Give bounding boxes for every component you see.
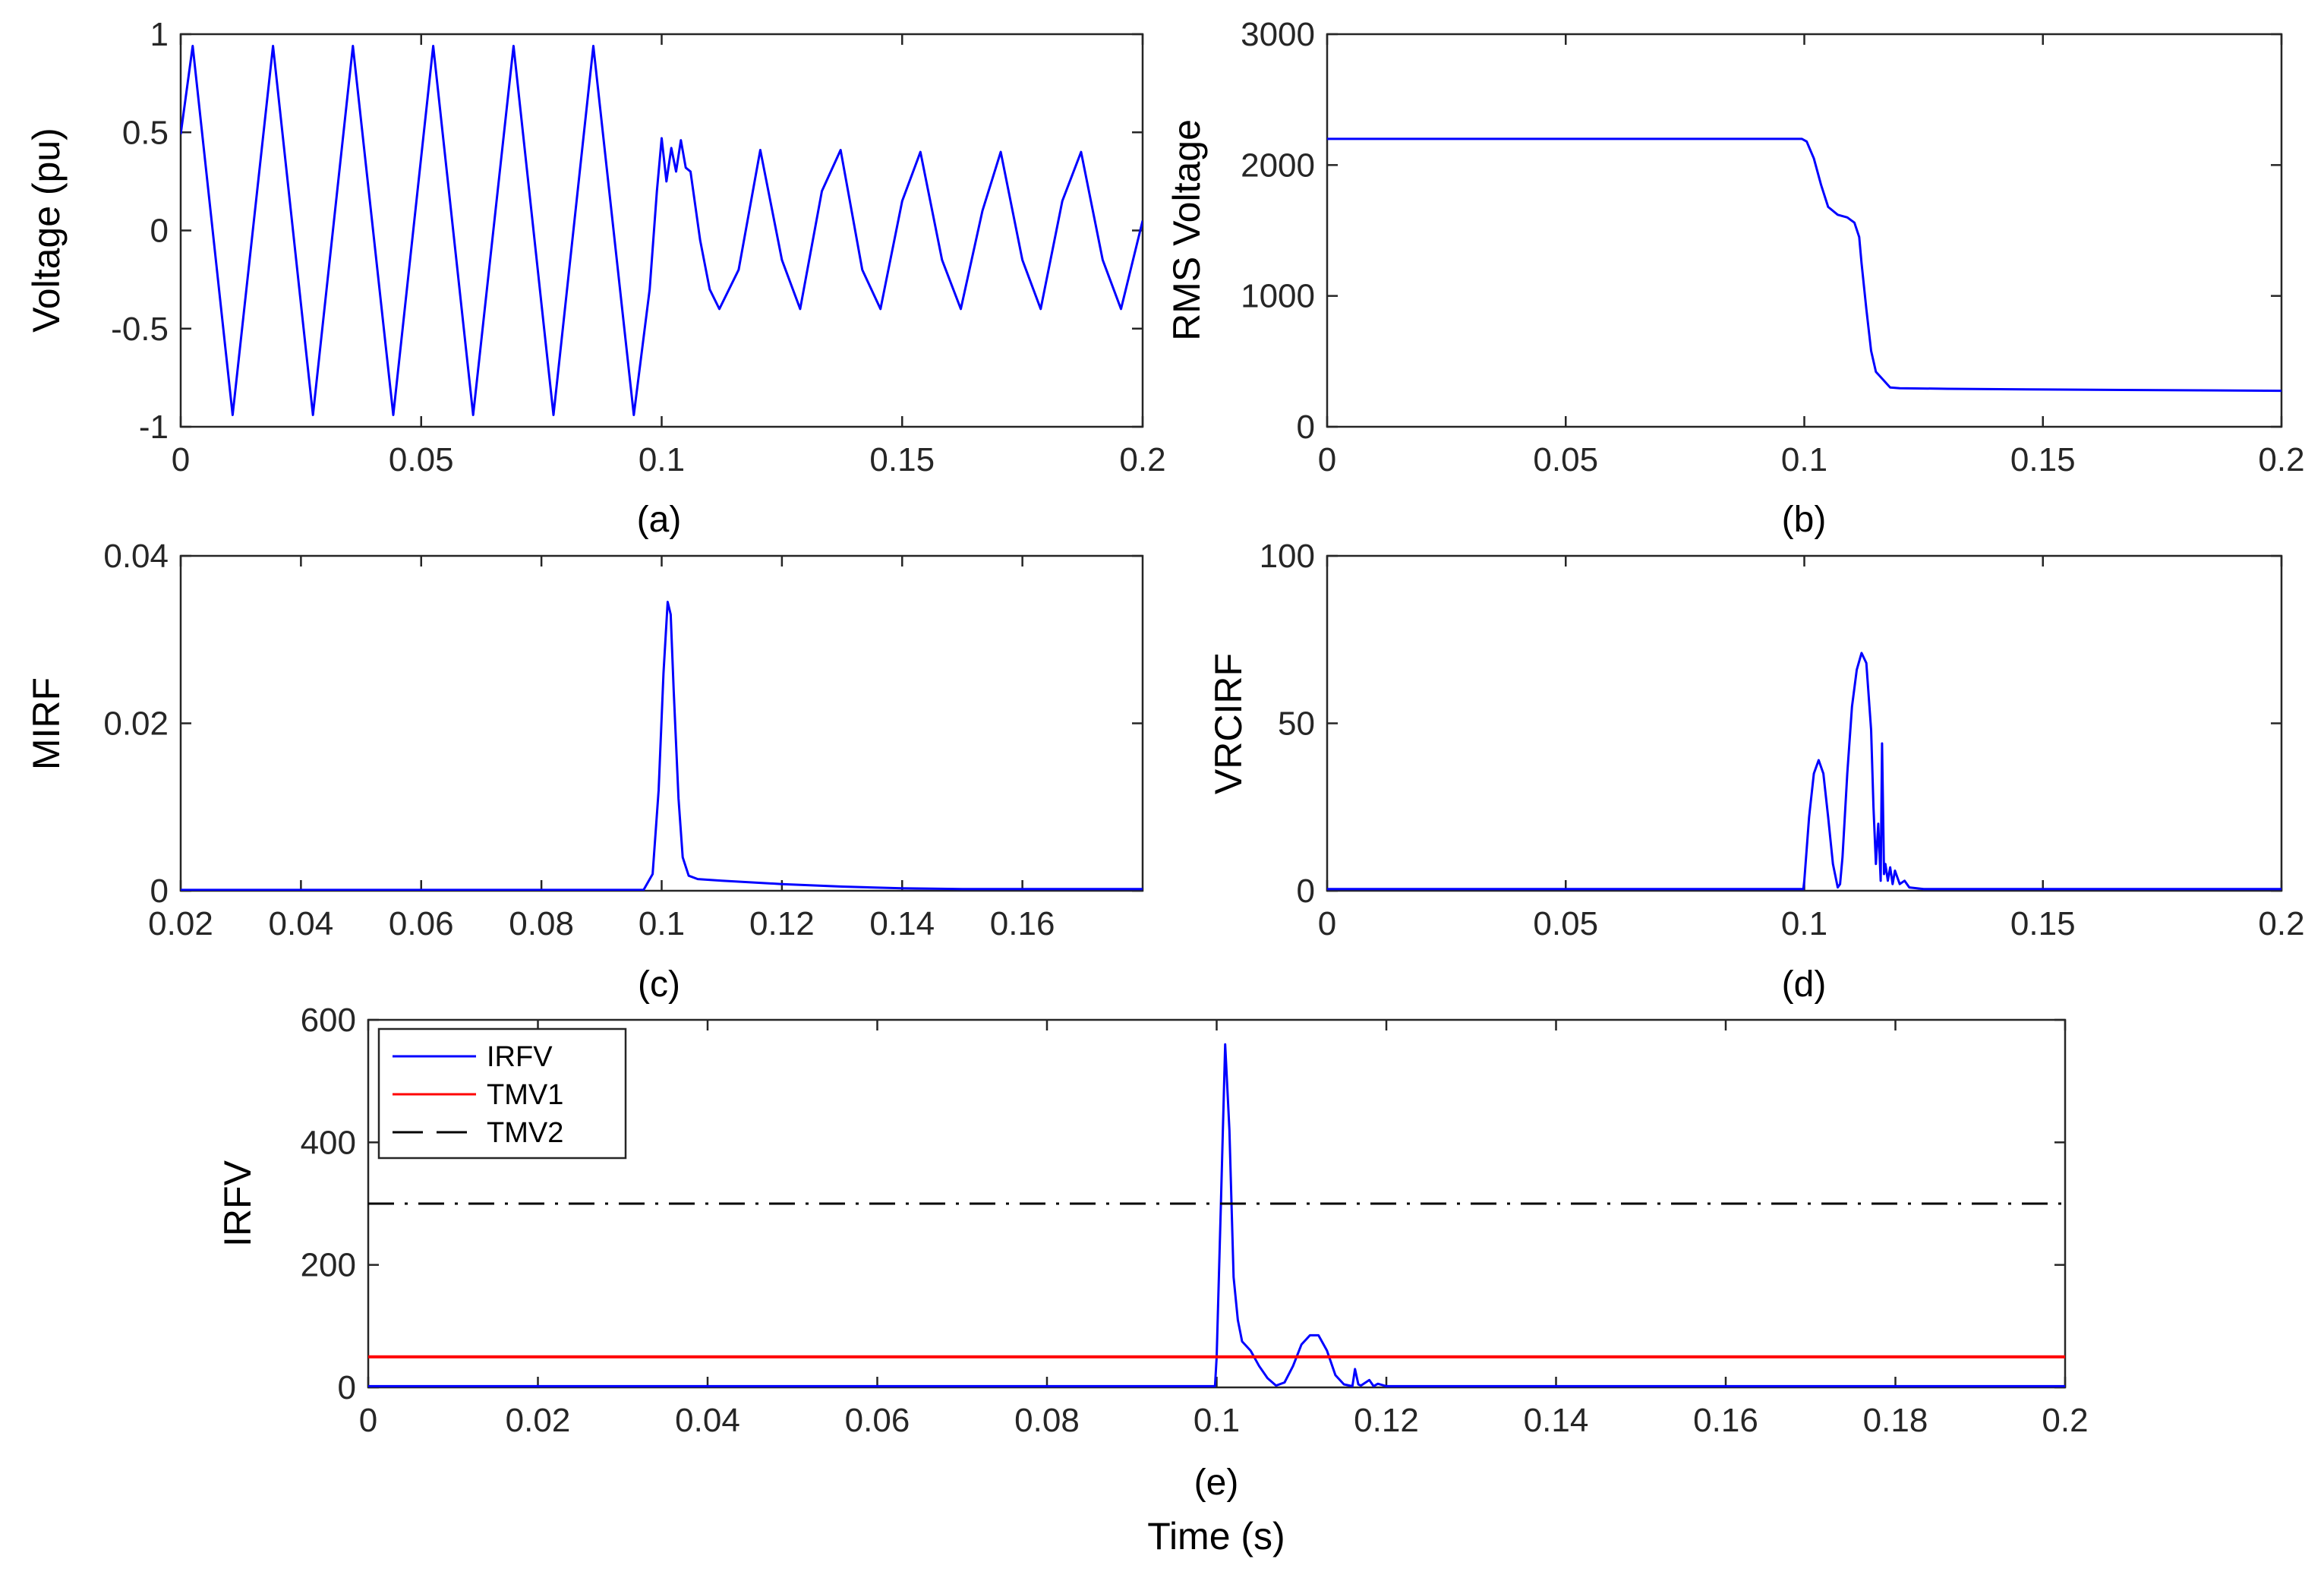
panel-caption: (c) <box>638 964 680 1005</box>
x-tick-label: 0.06 <box>845 1402 910 1439</box>
y-tick-label: 600 <box>301 1002 356 1039</box>
y-tick-label: 0.02 <box>103 705 169 743</box>
x-tick-label: 0.1 <box>639 905 685 942</box>
y-tick-label: 400 <box>301 1124 356 1161</box>
legend-label-tmv2: TMV2 <box>487 1117 563 1149</box>
x-tick-label: 0 <box>359 1402 377 1439</box>
y-tick-label: 1 <box>150 16 169 53</box>
x-tick-label: 0.1 <box>639 441 685 478</box>
y-axis-label: VRCIRF <box>1207 653 1250 794</box>
y-axis-label: MIRF <box>25 677 68 770</box>
x-tick-label: 0.04 <box>675 1402 740 1439</box>
chart-panel-d: 0 0.05 0.1 0.15 0.2 0 50 100 VRCIRF (d) <box>1207 538 2305 1005</box>
legend-label-tmv1: TMV1 <box>487 1079 563 1111</box>
x-tick-label: 0.16 <box>990 905 1055 942</box>
legend: IRFV TMV1 TMV2 <box>377 1027 627 1160</box>
y-tick-label: 0.04 <box>103 538 169 575</box>
y-tick-label: 0 <box>150 873 169 910</box>
x-tick-label: 0.2 <box>2258 905 2304 942</box>
plot-area-a <box>179 33 1144 428</box>
y-tick-label: 2000 <box>1241 147 1315 184</box>
x-tick-label: 0.15 <box>2010 905 2076 942</box>
panel-caption: (d) <box>1782 964 1827 1005</box>
x-tick-label: 0.2 <box>1119 441 1165 478</box>
series-line-a <box>181 45 1143 416</box>
x-tick-label: 0.1 <box>1781 905 1827 942</box>
x-tick-label: 0.05 <box>1533 905 1598 942</box>
x-tick-label: 0.02 <box>506 1402 571 1439</box>
legend-label-irfv: IRFV <box>487 1041 553 1073</box>
x-tick-label: 0.1 <box>1194 1402 1240 1439</box>
x-tick-label: 0.16 <box>1693 1402 1758 1439</box>
x-tick-label: 0.15 <box>869 441 935 478</box>
panel-caption: (a) <box>637 500 682 540</box>
x-axis-label: Time (s) <box>1147 1515 1285 1557</box>
y-tick-label: -0.5 <box>111 311 169 348</box>
x-tick-label: 0.06 <box>389 905 454 942</box>
y-tick-label: 200 <box>301 1247 356 1284</box>
x-tick-label: 0.08 <box>1014 1402 1080 1439</box>
y-tick-label: 50 <box>1278 705 1315 743</box>
panel-caption: (b) <box>1782 500 1827 540</box>
x-tick-label: 0.05 <box>389 441 454 478</box>
series-line-d <box>1327 652 2281 891</box>
y-tick-label: 1000 <box>1241 278 1315 315</box>
x-tick-label: 0.2 <box>2258 441 2304 478</box>
chart-panel-a: 0 0.05 0.1 0.15 0.2 -1 -0.5 0 0.5 1 Voltage (pu) (a… <box>25 16 1166 540</box>
x-tick-label: 0.12 <box>1354 1402 1419 1439</box>
plot-area-b <box>1326 33 2283 428</box>
chart-panel-b: 0 0.05 0.1 0.15 0.2 0 1000 2000 3000 RMS Voltage (… <box>1165 16 2305 540</box>
y-tick-label: 100 <box>1260 538 1315 575</box>
chart-panel-e: 0 0.02 0.04 0.06 0.08 0.1 0.12 0.14 0.16 0.18 0.2 0… <box>216 1002 2089 1557</box>
chart-panel-c: 0.02 0.04 0.06 0.08 0.1 0.12 0.14 0.1600.020.04… <box>25 538 1144 1005</box>
x-tick-label: 0.2 <box>2042 1402 2088 1439</box>
x-tick-label: 0.08 <box>509 905 574 942</box>
series-line-irfv <box>368 1043 2065 1387</box>
y-tick-label: 3000 <box>1241 16 1315 53</box>
x-tick-label: 0 <box>172 441 190 478</box>
y-axis-label: RMS Voltage <box>1165 119 1208 341</box>
x-tick-label: 0.02 <box>148 905 213 942</box>
x-tick-label: 0.04 <box>269 905 334 942</box>
y-tick-label: 0 <box>150 213 169 250</box>
x-tick-label: 0.12 <box>749 905 815 942</box>
x-tick-label: 0.14 <box>869 905 935 942</box>
y-tick-label: 0 <box>1297 409 1315 446</box>
x-tick-label: 0.18 <box>1863 1402 1928 1439</box>
y-tick-label: 0 <box>338 1369 356 1406</box>
y-tick-label: -1 <box>139 409 169 446</box>
x-tick-label: 0.1 <box>1781 441 1827 478</box>
x-tick-label: 0 <box>1318 441 1336 478</box>
y-tick-label: 0.5 <box>122 114 169 151</box>
y-axis-label: Voltage (pu) <box>25 128 68 333</box>
series-line-b <box>1327 137 2281 393</box>
y-axis-label: IRFV <box>216 1160 259 1247</box>
x-tick-label: 0.05 <box>1533 441 1598 478</box>
plot-area-d <box>1326 554 2283 892</box>
x-tick-label: 0.14 <box>1524 1402 1589 1439</box>
y-tick-label: 0 <box>1297 873 1315 910</box>
panel-caption: (e) <box>1194 1463 1239 1503</box>
series-line-c <box>181 601 1143 891</box>
x-tick-label: 0.15 <box>2010 441 2076 478</box>
x-tick-label: 0 <box>1318 905 1336 942</box>
